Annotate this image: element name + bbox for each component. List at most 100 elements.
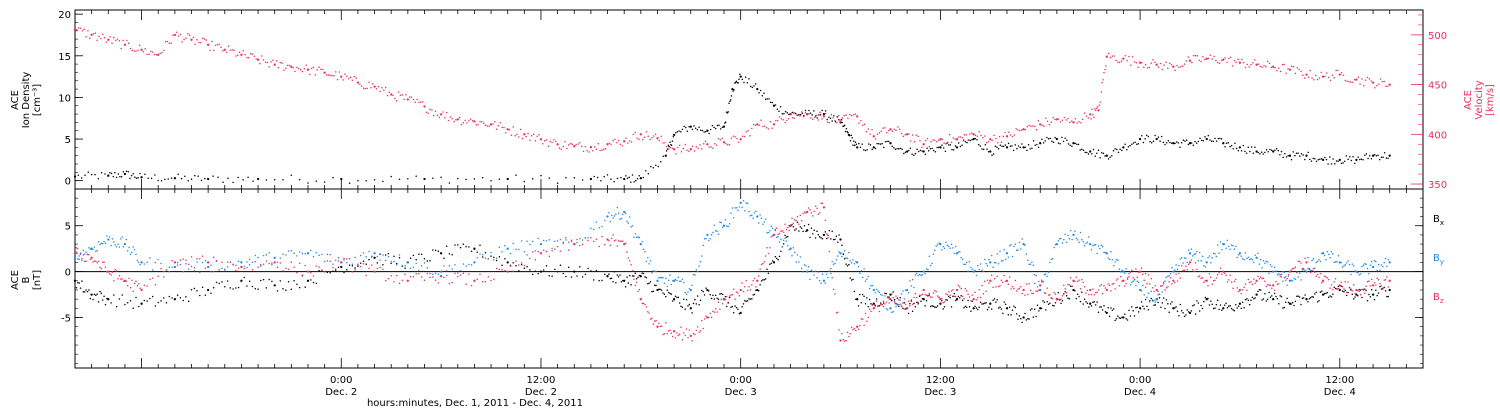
trace-dot-Bx <box>913 302 915 305</box>
trace-dot-By <box>332 263 334 265</box>
trace-dot-Bz <box>1083 286 1086 288</box>
data-point-By <box>623 210 626 214</box>
data-point-By <box>1338 261 1341 264</box>
trace-dot-density <box>768 98 770 100</box>
trace-dot-Bx <box>817 234 820 236</box>
trace-dot-velocity <box>926 138 929 140</box>
trace-dot-velocity <box>327 74 330 76</box>
trace-dot-density <box>1209 139 1211 141</box>
trace-dot-Bz <box>1300 262 1302 264</box>
trace-dot-density <box>540 174 542 177</box>
trace-dot-velocity <box>1220 59 1223 61</box>
trace-dot-density <box>1136 143 1138 145</box>
trace-dot-velocity <box>251 53 254 55</box>
trace-dot-density <box>1126 148 1128 151</box>
trace-dot-velocity <box>442 111 444 113</box>
trace-dot-Bz <box>96 262 98 264</box>
trace-dot-Bx <box>265 287 268 289</box>
trace-dot-Bx <box>187 300 190 303</box>
trace-dot-velocity <box>429 108 431 111</box>
data-point-Bz <box>889 298 892 301</box>
data-point-By <box>672 279 676 282</box>
data-point-velocity <box>423 105 426 108</box>
trace-dot-Bz <box>1208 272 1211 275</box>
data-point-By <box>1022 242 1025 246</box>
trace-dot-velocity <box>867 128 870 130</box>
trace-dot-Bz <box>1086 289 1089 292</box>
trace-dot-By <box>655 270 657 273</box>
trace-dot-Bx <box>1364 288 1366 290</box>
data-point-Bz <box>922 288 925 292</box>
trace-dot-By <box>1050 258 1053 261</box>
trace-dot-Bz <box>787 226 789 229</box>
trace-dot-density <box>1383 152 1386 154</box>
trace-dot-Bz <box>868 308 871 310</box>
trace-dot-By <box>448 264 451 267</box>
trace-dot-velocity <box>677 146 679 149</box>
trace-dot-Bx <box>917 302 919 305</box>
trace-dot-Bz <box>443 276 445 279</box>
trace-dot-density <box>1102 152 1105 155</box>
trace-dot-By <box>1088 236 1090 238</box>
trace-dot-Bz <box>616 245 619 247</box>
trace-dot-velocity <box>76 29 78 31</box>
trace-dot-Bz <box>1149 283 1151 285</box>
trace-dot-Bx <box>584 273 587 276</box>
trace-dot-Bx <box>570 276 573 278</box>
trace-dot-velocity <box>984 135 986 137</box>
trace-dot-velocity <box>355 77 357 79</box>
trace-dot-Bz <box>1074 280 1076 283</box>
trace-dot-Bx <box>982 302 985 305</box>
trace-dot-By <box>201 261 204 264</box>
trace-dot-velocity <box>212 49 215 51</box>
trace-dot-By <box>931 262 933 265</box>
trace-dot-By <box>1366 267 1369 270</box>
trace-dot-Bx <box>1143 308 1145 310</box>
trace-dot-density <box>1314 157 1316 160</box>
trace-dot-density <box>1280 150 1283 153</box>
data-point-Bz <box>905 307 909 310</box>
trace-dot-Bz <box>218 268 220 271</box>
trace-dot-velocity <box>220 46 222 48</box>
trace-dot-Bz <box>114 268 116 271</box>
trace-dot-density <box>1375 155 1378 157</box>
trace-dot-Bx <box>1175 306 1177 308</box>
trace-dot-velocity <box>616 141 618 144</box>
trace-dot-By <box>1261 266 1263 269</box>
trace-dot-Bz <box>337 256 340 259</box>
data-point-velocity <box>123 43 127 46</box>
trace-dot-Bx <box>104 304 107 306</box>
trace-dot-By <box>423 262 426 264</box>
trace-dot-Bz <box>437 282 440 284</box>
trace-dot-Bz <box>149 278 151 281</box>
trace-dot-Bx <box>708 290 710 292</box>
trace-dot-By <box>343 259 345 261</box>
trace-dot-density <box>1370 157 1373 160</box>
data-point-By <box>1272 270 1275 273</box>
trace-dot-Bz <box>509 265 512 267</box>
trace-dot-density <box>791 111 794 114</box>
x-tick-label: 12:00 <box>527 375 556 386</box>
trace-dot-velocity <box>560 148 563 150</box>
trace-dot-Bz <box>737 292 739 294</box>
data-point-velocity <box>656 137 659 140</box>
trace-dot-Bz <box>1015 290 1018 292</box>
trace-dot-By <box>977 264 979 267</box>
trace-dot-By <box>113 241 115 243</box>
trace-dot-By <box>565 237 567 239</box>
trace-dot-velocity <box>412 98 415 101</box>
trace-dot-Bz <box>1187 263 1190 265</box>
trace-dot-By <box>365 255 367 258</box>
trace-dot-Bx <box>287 280 290 283</box>
trace-dot-velocity <box>425 111 428 113</box>
data-point-Bx <box>672 298 676 301</box>
trace-dot-velocity <box>388 91 391 94</box>
trace-dot-density <box>125 170 128 173</box>
trace-dot-Bx <box>1182 312 1184 314</box>
trace-dot-velocity <box>1008 131 1010 133</box>
trace-dot-density <box>778 110 780 113</box>
trace-dot-velocity <box>286 64 289 67</box>
trace-dot-By <box>1179 258 1182 260</box>
trace-dot-velocity <box>603 148 605 150</box>
trace-dot-By <box>996 253 998 255</box>
